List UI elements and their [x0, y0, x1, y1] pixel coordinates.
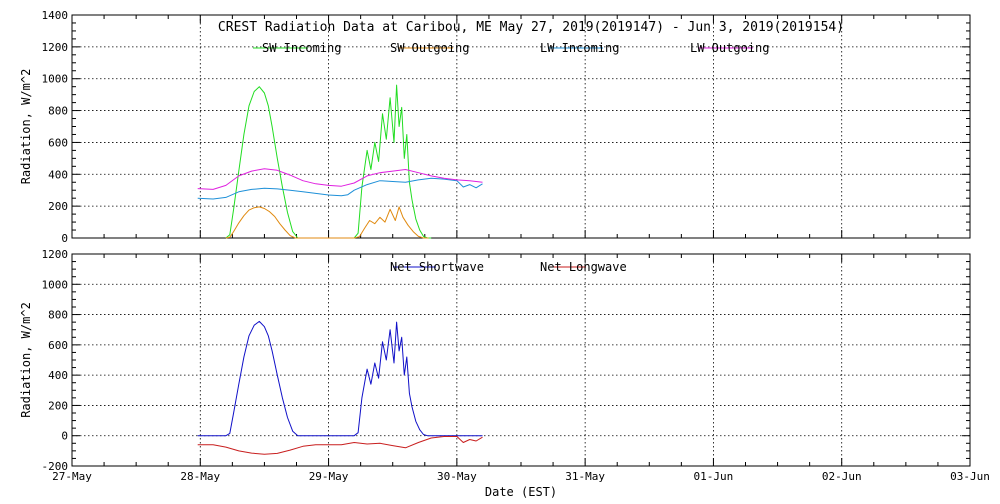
series-line-net-shortwave [197, 320, 483, 437]
x-tick-label: 28-May [180, 470, 220, 483]
plot-frame [71, 14, 971, 239]
series-line-sw-incoming [225, 84, 432, 239]
y-tick-label: 200 [48, 399, 68, 412]
y-tick-label: 200 [48, 200, 68, 213]
y-tick-label: 0 [61, 430, 68, 443]
y-tick-label: 800 [48, 309, 68, 322]
y-tick-label: 1400 [42, 9, 69, 22]
legend-label: LW Outgoing [690, 41, 769, 55]
x-tick-label: 03-Jun [950, 470, 990, 483]
chart-title: CREST Radiation Data at Caribou, ME May … [218, 20, 844, 35]
legend-label: LW Incoming [540, 41, 619, 55]
y-tick-label: 600 [48, 339, 68, 352]
legend-label: Net Shortwave [390, 260, 484, 274]
series-line-net-longwave [197, 436, 483, 455]
legend-label: Net Longwave [540, 260, 627, 274]
y-tick-label: 1200 [42, 41, 69, 54]
x-tick-label: 29-May [309, 470, 349, 483]
x-axis-label: Date (EST) [485, 485, 557, 499]
y-axis-label: Radiation, W/m^2 [19, 302, 33, 418]
x-tick-label: 01-Jun [694, 470, 734, 483]
y-tick-label: 600 [48, 136, 68, 149]
x-tick-label: 02-Jun [822, 470, 862, 483]
series-line-sw-outgoing [225, 206, 429, 239]
y-tick-label: 1000 [42, 278, 69, 291]
y-tick-label: 400 [48, 369, 68, 382]
y-tick-label: 400 [48, 168, 68, 181]
x-tick-label: 31-May [565, 470, 605, 483]
y-tick-label: 1200 [42, 248, 69, 261]
y-tick-label: 800 [48, 105, 68, 118]
y-tick-label: -200 [42, 460, 69, 473]
series-line-lw-incoming [197, 177, 483, 200]
y-tick-label: 1000 [42, 73, 69, 86]
x-tick-label: 27-May [52, 470, 92, 483]
y-tick-label: 0 [61, 232, 68, 245]
plot-frame [71, 253, 971, 467]
y-axis-label: Radiation, W/m^2 [19, 69, 33, 185]
series-line-lw-outgoing [197, 168, 483, 190]
x-tick-label: 30-May [437, 470, 477, 483]
legend-label: SW Incoming [262, 41, 341, 55]
legend-label: SW Outgoing [390, 41, 469, 55]
